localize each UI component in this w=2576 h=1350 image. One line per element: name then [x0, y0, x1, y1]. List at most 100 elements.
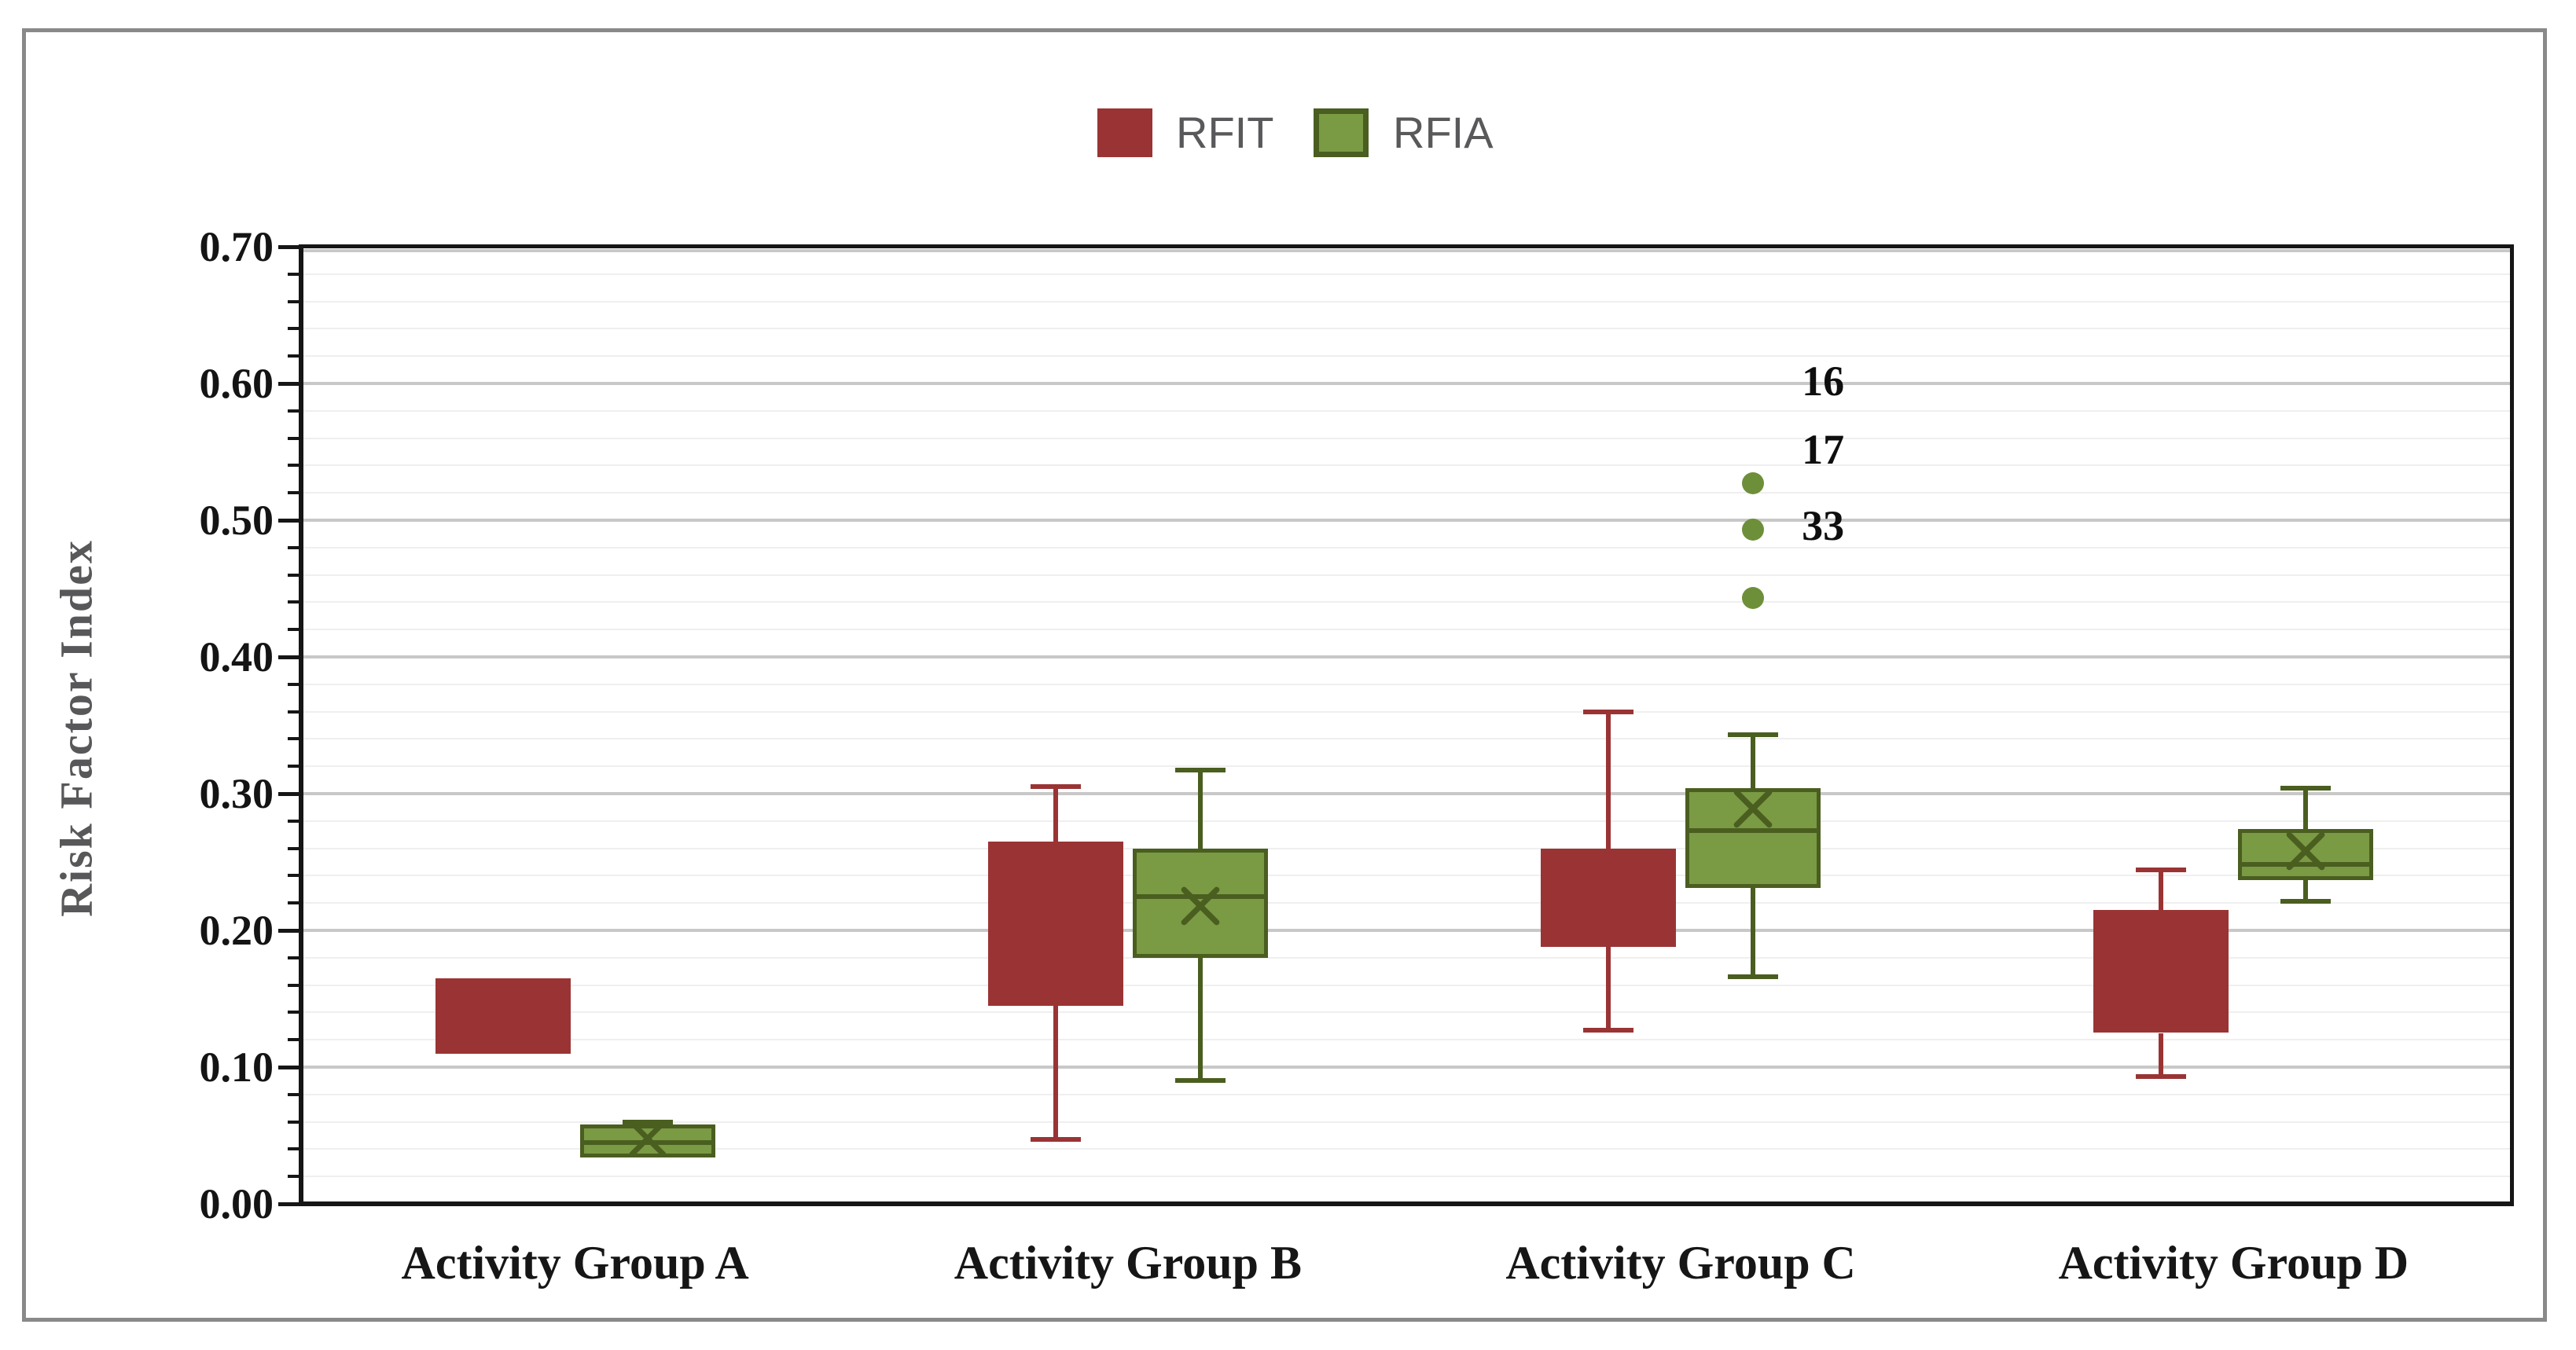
x-axis-line — [299, 1201, 2514, 1206]
rfia-mean-marker — [2283, 828, 2328, 874]
legend-label-rfia: RFIA — [1393, 108, 1494, 157]
y-minor-tick — [288, 272, 299, 276]
rfit-upper-whisker-cap — [1583, 709, 1634, 714]
minor-gridline — [303, 464, 2510, 467]
minor-gridline — [303, 273, 2510, 275]
y-tick-label: 0.50 — [199, 497, 274, 544]
y-major-tick — [278, 655, 299, 659]
x-category-label: Activity Group B — [954, 1237, 1302, 1289]
rfit-box — [435, 978, 571, 1054]
major-gridline — [303, 929, 2510, 932]
rfit-lower-whisker — [1053, 1005, 1058, 1140]
y-minor-tick — [288, 682, 299, 686]
rfia-upper-whisker-cap — [1728, 732, 1779, 738]
minor-gridline — [303, 984, 2510, 986]
outlier-point-label: 33 — [1802, 501, 1845, 549]
rfia-median-line — [2241, 862, 2371, 868]
rfia-upper-whisker — [1197, 770, 1203, 849]
rfit-upper-whisker — [2159, 870, 2164, 910]
y-minor-tick — [288, 846, 299, 850]
rfit-box — [2093, 909, 2229, 1033]
minor-gridline — [303, 546, 2510, 548]
y-minor-tick — [288, 545, 299, 549]
y-minor-tick — [288, 600, 299, 604]
minor-gridline — [303, 956, 2510, 959]
major-gridline — [303, 655, 2510, 658]
y-major-tick — [278, 1202, 299, 1206]
rfia-outlier-dot — [1742, 472, 1765, 495]
y-tick-label: 0.70 — [199, 223, 274, 270]
minor-gridline — [303, 300, 2510, 303]
minor-gridline — [303, 492, 2510, 494]
y-major-tick — [278, 382, 299, 386]
y-minor-tick — [288, 956, 299, 959]
rfit-box — [987, 841, 1123, 1006]
rfit-lower-whisker-cap — [2136, 1074, 2187, 1080]
x-category-label: Activity Group C — [1505, 1237, 1856, 1289]
minor-gridline — [303, 1148, 2510, 1150]
y-minor-tick — [288, 710, 299, 714]
y-minor-tick — [288, 1175, 299, 1179]
y-minor-tick — [288, 573, 299, 577]
minor-gridline — [303, 328, 2510, 330]
x-category-label: Activity Group D — [2058, 1237, 2409, 1289]
rfia-median-line — [1689, 827, 1818, 833]
rfia-upper-whisker — [2303, 788, 2309, 830]
y-tick-label: 0.30 — [199, 770, 274, 817]
minor-gridline — [303, 1011, 2510, 1014]
rfia-lower-whisker-cap — [1728, 974, 1779, 980]
rfit-lower-whisker-cap — [1030, 1137, 1081, 1143]
major-gridline — [303, 382, 2510, 385]
rfia-lower-whisker-cap — [2280, 899, 2332, 904]
minor-gridline — [303, 683, 2510, 685]
y-minor-tick — [288, 901, 299, 905]
rfia-outlier-dot — [1742, 587, 1765, 610]
y-minor-tick — [288, 409, 299, 413]
y-major-tick — [278, 519, 299, 523]
figure-border — [22, 28, 2547, 1322]
y-minor-tick — [288, 1011, 299, 1014]
x-category-label: Activity Group A — [401, 1237, 749, 1289]
minor-gridline — [303, 409, 2510, 412]
rfit-lower-whisker — [1606, 946, 1611, 1030]
minor-gridline — [303, 355, 2510, 358]
minor-gridline — [303, 902, 2510, 904]
rfia-outlier-dot — [1742, 519, 1765, 541]
minor-gridline — [303, 1176, 2510, 1178]
y-minor-tick — [288, 299, 299, 303]
rfit-lower-whisker-cap — [1583, 1028, 1634, 1033]
rfia-upper-whisker-cap — [622, 1119, 673, 1124]
rfit-upper-whisker-cap — [1030, 784, 1081, 790]
rfia-lower-whisker — [1197, 957, 1203, 1081]
outlier-point-label: 16 — [1802, 357, 1845, 405]
minor-gridline — [303, 437, 2510, 439]
legend-swatch-rfit — [1097, 108, 1152, 157]
rfia-upper-whisker — [1751, 735, 1756, 789]
rfia-upper-whisker-cap — [1174, 768, 1226, 773]
rfit-upper-whisker-cap — [2136, 868, 2187, 873]
y-minor-tick — [288, 874, 299, 878]
y-minor-tick — [288, 1147, 299, 1151]
rfia-upper-whisker-cap — [2280, 786, 2332, 791]
rfia-median-line — [582, 1139, 712, 1145]
rfia-mean-marker — [626, 1117, 670, 1161]
rfia-lower-whisker — [1751, 888, 1756, 978]
y-minor-tick — [288, 327, 299, 331]
rfit-upper-whisker — [1606, 711, 1611, 849]
rfit-lower-whisker — [2159, 1033, 2164, 1077]
minor-gridline — [303, 738, 2510, 740]
plot-top-border — [299, 244, 2514, 248]
y-major-tick — [278, 245, 299, 249]
rfia-mean-marker — [1730, 786, 1776, 831]
rfia-lower-whisker-cap — [1174, 1078, 1226, 1084]
y-minor-tick — [288, 983, 299, 987]
y-minor-tick — [288, 436, 299, 440]
y-minor-tick — [288, 354, 299, 358]
y-minor-tick — [288, 1092, 299, 1096]
minor-gridline — [303, 710, 2510, 713]
y-axis-line — [299, 244, 303, 1206]
y-major-tick — [278, 792, 299, 796]
minor-gridline — [303, 574, 2510, 576]
legend-label-rfit: RFIT — [1176, 108, 1274, 157]
y-minor-tick — [288, 1038, 299, 1042]
